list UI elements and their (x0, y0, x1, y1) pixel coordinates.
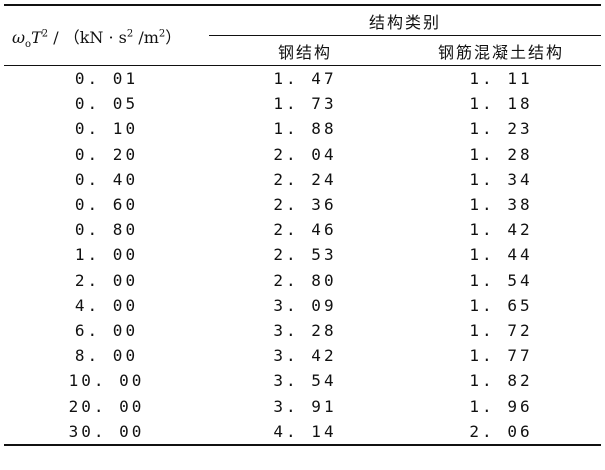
param-unit-suffix: ） (165, 27, 182, 47)
param-value-cell: 1. 00 (74, 245, 139, 265)
param-unit-middle: /m (133, 27, 159, 47)
rc-value-cell: 1. 44 (469, 245, 533, 265)
rc-value-cell: 1. 77 (469, 346, 533, 366)
steel-value-cell: 3. 09 (273, 295, 337, 315)
table-body: 0. 01 1. 47 1. 11 0. 05 1. 73 1. 18 0. 10 1. … (4, 66, 602, 445)
param-value-cell: 0. 01 (74, 69, 139, 89)
table-row: 0. 60 2. 36 1. 38 (4, 192, 601, 217)
structure-category-header: 结构类别 (209, 5, 602, 36)
table-row: 1. 00 2. 53 1. 44 (4, 242, 601, 267)
steel-value-cell: 1. 73 (273, 94, 337, 114)
param-column-header: ωoT2 / （kN · s2 /m2） (4, 5, 209, 66)
rc-value-cell: 1. 54 (469, 270, 533, 290)
table-row: 0. 05 1. 73 1. 18 (4, 91, 601, 116)
param-value-cell: 2. 00 (74, 270, 139, 290)
rc-value-cell: 1. 96 (469, 396, 533, 416)
table-row: 4. 00 3. 09 1. 65 (4, 293, 601, 318)
table-row: 0. 10 1. 88 1. 23 (4, 116, 601, 141)
param-value-cell: 0. 40 (74, 169, 139, 189)
rc-value-cell: 1. 34 (469, 169, 533, 189)
table-row: 20. 00 3. 91 1. 96 (4, 393, 601, 418)
param-value-cell: 0. 10 (74, 119, 139, 139)
table-row: 10. 00 3. 54 1. 82 (4, 368, 601, 393)
table-row: 0. 40 2. 24 1. 34 (4, 167, 601, 192)
param-unit-prefix: / （kN · s (48, 27, 127, 47)
table-row: 30. 00 4. 14 2. 06 (4, 419, 602, 445)
rc-value-cell: 1. 72 (469, 320, 533, 340)
param-value-cell: 30. 00 (68, 421, 145, 441)
rc-value-cell: 1. 11 (469, 69, 533, 89)
param-value-cell: 10. 00 (68, 371, 145, 391)
steel-value-cell: 1. 47 (273, 69, 337, 89)
param-symbol: ω (12, 27, 26, 47)
rc-value-cell: 1. 23 (469, 119, 533, 139)
steel-value-cell: 3. 28 (273, 320, 337, 340)
steel-value-cell: 3. 42 (273, 346, 337, 366)
rc-value-cell: 1. 82 (469, 371, 533, 391)
param-value-cell: 0. 20 (74, 144, 139, 164)
steel-value-cell: 2. 36 (273, 195, 337, 215)
steel-value-cell: 2. 24 (273, 169, 337, 189)
rc-value-cell: 1. 38 (469, 195, 533, 215)
steel-value-cell: 2. 53 (273, 245, 337, 265)
table-row: 6. 00 3. 28 1. 72 (4, 318, 601, 343)
steel-value-cell: 3. 54 (273, 371, 337, 391)
steel-value-cell: 1. 88 (273, 119, 337, 139)
table-row: 0. 20 2. 04 1. 28 (4, 142, 601, 167)
param-value-cell: 6. 00 (74, 320, 139, 340)
rc-value-cell: 2. 06 (469, 421, 533, 441)
steel-value-cell: 4. 14 (273, 421, 337, 441)
param-value-cell: 8. 00 (74, 346, 139, 366)
param-variable: T (31, 27, 42, 47)
param-variable-superscript: 2 (41, 28, 49, 40)
rc-structure-column-header: 钢筋混凝土结构 (438, 42, 565, 62)
steel-value-cell: 2. 46 (273, 220, 337, 240)
param-unit-superscript-1: 2 (126, 28, 134, 40)
table-row: 0. 80 2. 46 1. 42 (4, 217, 601, 242)
data-table-container: ωoT2 / （kN · s2 /m2） 结构类别 钢结构 钢筋混凝土结构 0.… (4, 4, 602, 446)
param-value-cell: 4. 00 (74, 295, 139, 315)
rc-value-cell: 1. 28 (469, 144, 533, 164)
param-value-cell: 0. 05 (74, 94, 139, 114)
rc-value-cell: 1. 42 (469, 220, 533, 240)
param-value-cell: 20. 00 (68, 396, 145, 416)
steel-value-cell: 2. 04 (273, 144, 337, 164)
steel-value-cell: 2. 80 (273, 270, 337, 290)
rc-value-cell: 1. 65 (469, 295, 533, 315)
structure-coefficient-table: ωoT2 / （kN · s2 /m2） 结构类别 钢结构 钢筋混凝土结构 0.… (4, 4, 602, 446)
param-value-cell: 0. 80 (74, 220, 139, 240)
table-row: 0. 01 1. 47 1. 11 (4, 66, 601, 92)
param-value-cell: 0. 60 (74, 195, 139, 215)
param-unit-superscript-2: 2 (158, 28, 166, 40)
table-row: 2. 00 2. 80 1. 54 (4, 268, 601, 293)
steel-value-cell: 3. 91 (273, 396, 337, 416)
table-row: 8. 00 3. 42 1. 77 (4, 343, 601, 368)
rc-value-cell: 1. 18 (469, 94, 533, 114)
param-symbol-subscript: o (25, 38, 32, 50)
steel-structure-column-header: 钢结构 (277, 42, 332, 62)
